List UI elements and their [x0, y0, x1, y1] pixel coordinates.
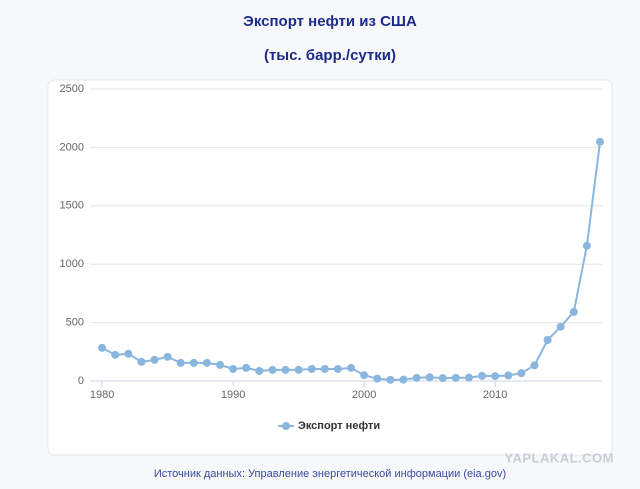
data-point: [464, 373, 473, 382]
data-point: [202, 358, 211, 367]
data-point: [176, 358, 185, 367]
x-tick-label: 2010: [483, 389, 507, 401]
x-tick-label: 1980: [90, 389, 114, 401]
y-tick-label: 2000: [60, 141, 84, 153]
y-tick-label: 500: [66, 317, 84, 329]
data-point: [150, 355, 159, 364]
data-point: [582, 241, 591, 250]
data-point: [255, 366, 264, 375]
data-point: [596, 137, 604, 146]
data-point: [189, 358, 198, 367]
data-point: [242, 363, 251, 372]
y-tick-label: 1500: [60, 200, 84, 212]
data-point: [386, 375, 395, 384]
data-point: [504, 371, 513, 380]
y-tick-label: 2500: [60, 83, 84, 95]
data-point: [478, 371, 487, 380]
data-point: [491, 372, 500, 381]
data-point: [124, 349, 133, 358]
data-point: [347, 363, 356, 372]
data-point: [111, 350, 120, 359]
data-point: [163, 352, 172, 361]
chart-card: [47, 79, 613, 456]
data-point: [294, 365, 303, 374]
data-point: [569, 307, 578, 316]
data-point: [373, 374, 382, 383]
legend-marker: [282, 422, 290, 430]
x-tick-label: 2000: [352, 389, 376, 401]
data-point: [399, 375, 408, 384]
data-point: [451, 373, 460, 382]
legend-label: Экспорт нефти: [298, 420, 380, 432]
data-point: [307, 364, 316, 373]
y-tick-label: 1000: [60, 258, 84, 270]
data-point: [281, 365, 290, 374]
data-point: [412, 373, 421, 382]
data-point: [556, 322, 565, 331]
data-point: [320, 364, 329, 373]
data-point: [229, 364, 238, 373]
data-point: [268, 365, 277, 374]
x-tick-label: 1990: [221, 389, 245, 401]
data-point: [360, 371, 369, 380]
data-point: [137, 357, 146, 366]
watermark: YAPLAKAL.COM: [504, 450, 614, 465]
chart-title: Экспорт нефти из США: [243, 13, 417, 30]
data-point: [333, 364, 342, 373]
data-point: [530, 361, 539, 370]
data-point: [438, 374, 447, 383]
data-point: [425, 373, 434, 382]
source-note: Источник данных: Управление энергетическ…: [154, 468, 506, 480]
y-tick-label: 0: [78, 375, 84, 387]
data-point: [216, 360, 225, 369]
data-point: [517, 369, 526, 378]
chart-subtitle: (тыс. барр./сутки): [264, 47, 396, 64]
data-point: [98, 343, 107, 352]
data-point: [543, 336, 552, 345]
